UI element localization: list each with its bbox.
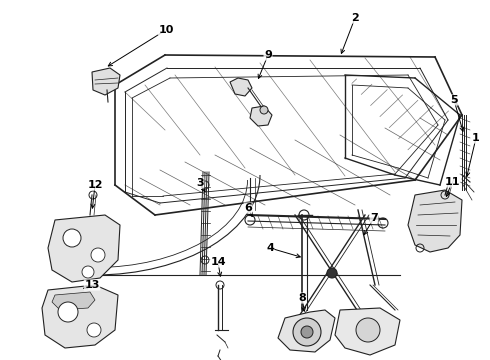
Text: 11: 11 [444,177,460,187]
Text: 3: 3 [196,178,204,188]
Polygon shape [250,106,272,126]
Circle shape [301,326,313,338]
Text: 12: 12 [87,180,103,190]
Polygon shape [48,215,120,282]
Text: 8: 8 [298,293,306,303]
Text: 7: 7 [370,213,378,223]
Text: 10: 10 [158,25,173,35]
Circle shape [63,229,81,247]
Polygon shape [278,310,335,352]
Polygon shape [230,78,252,96]
Circle shape [260,106,268,114]
Circle shape [327,268,337,278]
Circle shape [87,323,101,337]
Circle shape [356,318,380,342]
Circle shape [82,266,94,278]
Polygon shape [42,285,118,348]
Polygon shape [92,68,120,95]
Polygon shape [408,190,462,252]
Text: 1: 1 [472,133,480,143]
Circle shape [91,248,105,262]
Text: 5: 5 [450,95,458,105]
Circle shape [293,318,321,346]
Polygon shape [335,308,400,355]
Text: 9: 9 [264,50,272,60]
Circle shape [58,302,78,322]
Text: 2: 2 [351,13,359,23]
Text: 14: 14 [210,257,226,267]
Text: 13: 13 [84,280,99,290]
Text: 6: 6 [244,203,252,213]
Text: 4: 4 [266,243,274,253]
Polygon shape [52,292,95,310]
